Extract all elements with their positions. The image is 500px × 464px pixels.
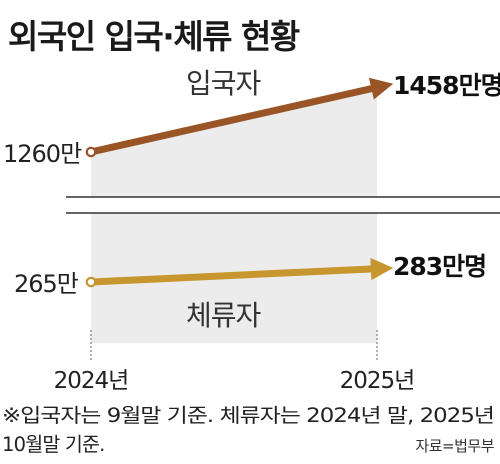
source-credit: 자료=법무부 bbox=[415, 437, 494, 455]
area-fill-upper bbox=[91, 88, 377, 197]
footnote-line-2: 10월말 기준. bbox=[2, 433, 105, 456]
data-label-residents-2025: 283만명 bbox=[393, 252, 486, 281]
series-name-residents: 체류자 bbox=[186, 299, 261, 332]
data-point-arrivals-2024 bbox=[85, 146, 97, 158]
chart-title: 외국인 입국·체류 현황 bbox=[8, 17, 300, 56]
data-point-residents-2024 bbox=[85, 276, 97, 288]
footnote-line-1: ※입국자는 9월말 기준. 체류자는 2024년 말, 2025년 bbox=[2, 404, 494, 427]
data-label-arrivals-2024: 1260만 bbox=[3, 140, 82, 168]
series-line-residents bbox=[90, 257, 394, 286]
data-label-arrivals-2025: 1458만명 bbox=[393, 71, 500, 100]
series-name-arrivals: 입국자 bbox=[186, 67, 261, 100]
x-tick-label-2025: 2025년 bbox=[340, 368, 415, 394]
series-line-arrivals bbox=[90, 77, 394, 156]
axis-break bbox=[66, 196, 500, 214]
data-label-residents-2024: 265만 bbox=[14, 270, 79, 298]
x-tick-label-2024: 2024년 bbox=[54, 368, 129, 394]
